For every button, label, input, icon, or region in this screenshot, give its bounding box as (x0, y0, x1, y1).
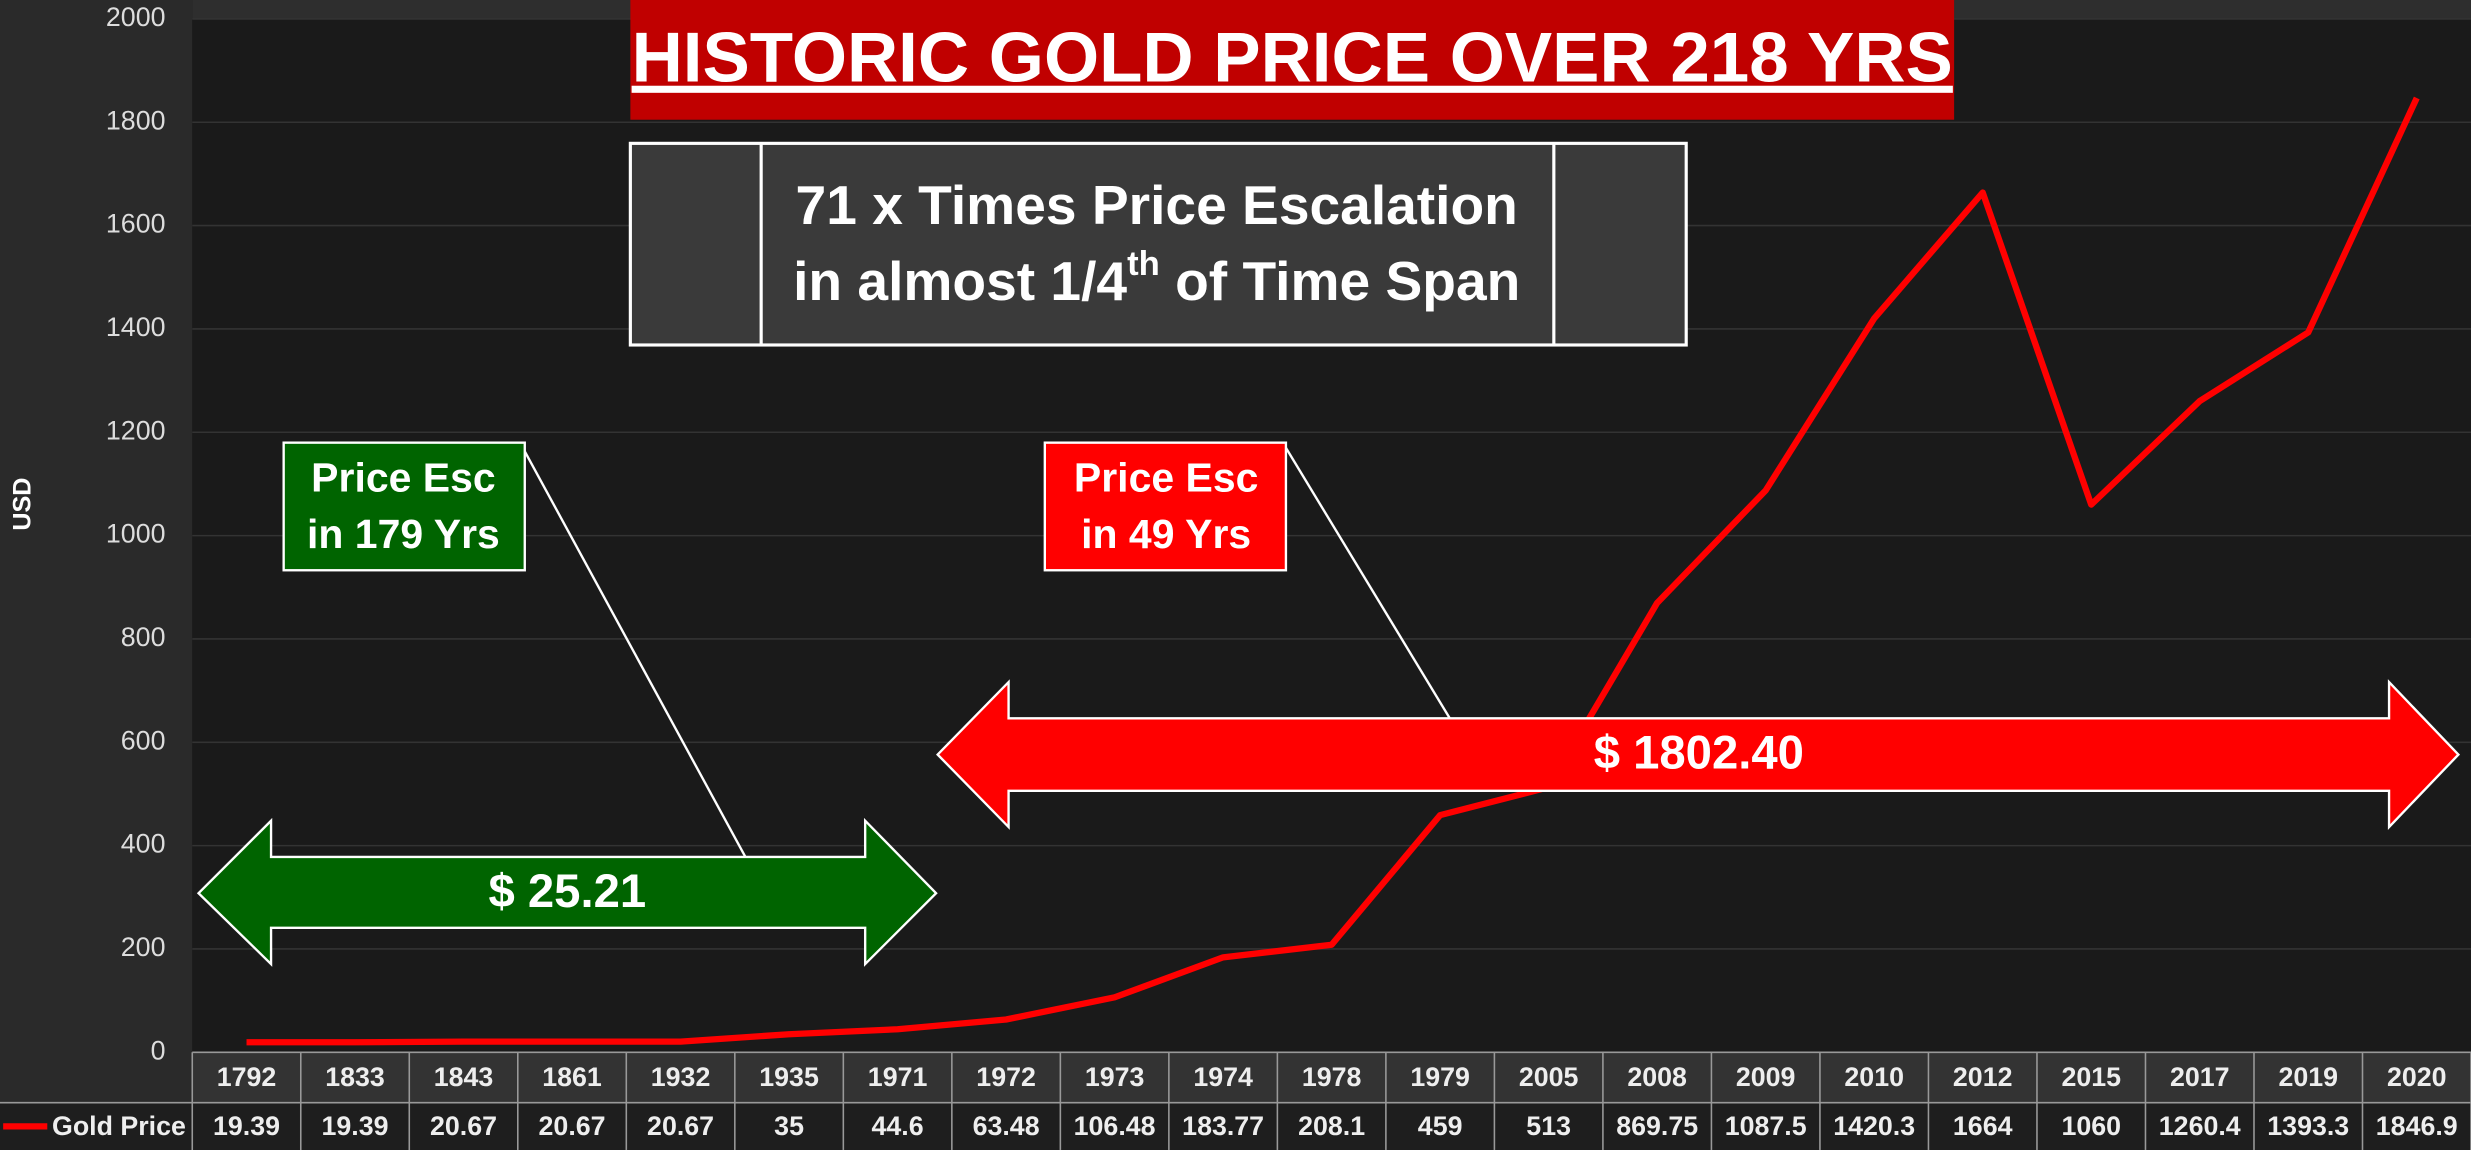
arrow-text: $ 1802.40 (1594, 727, 1804, 780)
x-tick-label: 1792 (217, 1062, 277, 1092)
x-tick-label: 2017 (2170, 1062, 2230, 1092)
data-label: 19.39 (213, 1111, 280, 1141)
data-label: 20.67 (647, 1111, 714, 1141)
y-tick-label: 1400 (106, 312, 166, 342)
x-tick-label: 2019 (2278, 1062, 2338, 1092)
year-row (192, 1052, 2471, 1103)
arrow-text: $ 25.21 (488, 865, 646, 918)
x-tick-label: 2015 (2061, 1062, 2121, 1092)
data-label: 20.67 (430, 1111, 497, 1141)
chart-title: HISTORIC GOLD PRICE OVER 218 YRS (632, 19, 1953, 98)
x-tick-label: 1843 (434, 1062, 494, 1092)
headline-line: in almost 1/4th of Time Span (793, 245, 1520, 311)
data-label: 1393.3 (2267, 1111, 2349, 1141)
x-tick-label: 2009 (1736, 1062, 1796, 1092)
x-tick-label: 2008 (1627, 1062, 1687, 1092)
callout-line (519, 442, 747, 858)
data-label: 1664 (1953, 1111, 2013, 1141)
x-tick-label: 1974 (1193, 1062, 1253, 1092)
headline-box (628, 141, 1688, 347)
axis-panel (0, 0, 193, 1150)
box-text: in 179 Yrs (307, 511, 500, 557)
y-axis-label: USD (8, 478, 36, 531)
x-tick-label: 1932 (651, 1062, 711, 1092)
y-tick-label: 0 (151, 1035, 166, 1065)
y-tick-label: 1000 (106, 519, 166, 549)
superscript: th (1127, 245, 1160, 283)
data-label: 63.48 (973, 1111, 1040, 1141)
x-tick-label: 1978 (1302, 1062, 1362, 1092)
y-tick-label: 600 (121, 725, 166, 755)
data-label: 1846.9 (2376, 1111, 2458, 1141)
data-label: 1060 (2061, 1111, 2121, 1141)
x-tick-label: 2020 (2387, 1062, 2447, 1092)
x-tick-label: 2005 (1519, 1062, 1579, 1092)
data-label: 19.39 (322, 1111, 389, 1141)
data-label: 459 (1418, 1111, 1463, 1141)
headline-part: of Time Span (1160, 250, 1520, 312)
data-label: 35 (774, 1111, 804, 1141)
y-tick-label: 1200 (106, 415, 166, 445)
data-label: 1087.5 (1725, 1111, 1807, 1141)
headline-line: 71 x Times Price Escalation (796, 174, 1518, 236)
green-arrow (196, 817, 938, 967)
y-tick-label: 400 (121, 829, 166, 859)
data-label: 1420.3 (1833, 1111, 1915, 1141)
y-tick-label: 1800 (106, 105, 166, 135)
callout-line (1281, 442, 1451, 719)
title-box (630, 0, 1955, 120)
green-box (282, 441, 526, 572)
x-tick-label: 1972 (976, 1062, 1036, 1092)
data-label: 44.6 (872, 1111, 924, 1141)
box-text: Price Esc (311, 454, 495, 500)
data-label: 183.77 (1182, 1111, 1264, 1141)
x-tick-label: 2010 (1844, 1062, 1904, 1092)
data-label: 513 (1526, 1111, 1571, 1141)
box-text: in 49 Yrs (1081, 511, 1251, 557)
headline-part: in almost 1/4 (793, 250, 1127, 312)
data-label: 20.67 (539, 1111, 606, 1141)
y-tick-label: 200 (121, 932, 166, 962)
box-text: Price Esc (1074, 454, 1258, 500)
value-row (0, 1102, 2471, 1150)
y-tick-label: 800 (121, 622, 166, 652)
x-tick-label: 1861 (542, 1062, 602, 1092)
series-line (246, 96, 2420, 1046)
legend-label: Gold Price (52, 1111, 186, 1141)
y-tick-label: 1600 (106, 209, 166, 239)
y-tick-label: 2000 (106, 2, 166, 32)
red-arrow (936, 679, 2461, 830)
x-tick-label: 1979 (1410, 1062, 1470, 1092)
x-tick-label: 1833 (325, 1062, 385, 1092)
red-box (1043, 441, 1288, 572)
x-tick-label: 1973 (1085, 1062, 1145, 1092)
x-tick-label: 1971 (868, 1062, 928, 1092)
x-tick-label: 1935 (759, 1062, 819, 1092)
x-tick-label: 2012 (1953, 1062, 2013, 1092)
data-label: 106.48 (1074, 1111, 1156, 1141)
data-label: 1260.4 (2159, 1111, 2241, 1141)
data-label: 869.75 (1616, 1111, 1698, 1141)
data-label: 208.1 (1298, 1111, 1365, 1141)
